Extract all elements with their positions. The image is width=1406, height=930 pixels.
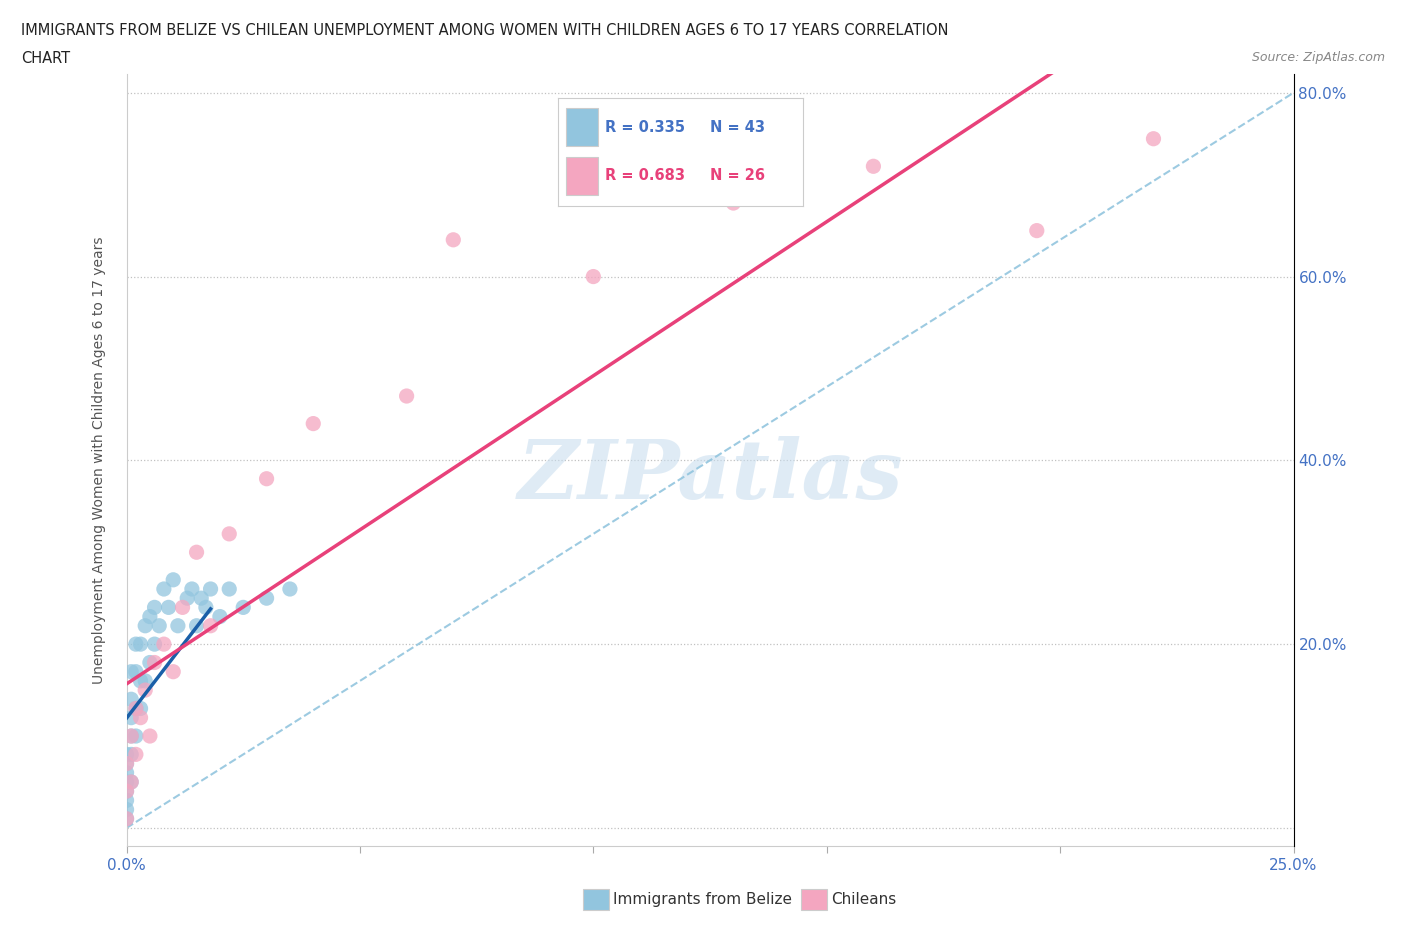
Point [115,793,138,808]
Point [441,232,464,247]
Text: IMMIGRANTS FROM BELIZE VS CHILEAN UNEMPLOYMENT AMONG WOMEN WITH CHILDREN AGES 6 : IMMIGRANTS FROM BELIZE VS CHILEAN UNEMPL… [21,23,949,38]
Point [176,591,198,605]
Point [120,692,142,707]
Point [153,581,176,596]
Point [143,637,166,652]
Point [115,811,138,826]
Point [172,600,194,615]
Y-axis label: Unemployment Among Women with Children Ages 6 to 17 years: Unemployment Among Women with Children A… [93,236,107,684]
Point [157,600,180,615]
Text: Immigrants from Belize: Immigrants from Belize [613,892,792,907]
Point [200,581,222,596]
Point [120,711,142,725]
Point [180,581,202,596]
Point [190,591,212,605]
Point [139,655,162,670]
Point [134,673,156,688]
Point [120,664,142,679]
Point [256,472,278,486]
Point [115,756,138,771]
Point [167,618,190,633]
Point [125,637,148,652]
Text: ZIPatlas: ZIPatlas [517,436,903,516]
Point [186,545,208,560]
Point [115,756,138,771]
Point [115,765,138,780]
Point [115,784,138,799]
Text: CHART: CHART [21,51,70,66]
Point [218,581,240,596]
Point [862,159,884,174]
Point [134,618,156,633]
Point [148,618,170,633]
Point [302,416,325,431]
Point [129,701,152,716]
Point [395,389,418,404]
Point [194,600,217,615]
Point [125,747,148,762]
Point [256,591,278,605]
Point [153,637,176,652]
Point [125,728,148,743]
Point [120,728,142,743]
Point [120,775,142,790]
Point [129,637,152,652]
Point [125,701,148,716]
Point [139,609,162,624]
Point [115,747,138,762]
Point [232,600,254,615]
Point [120,775,142,790]
Point [208,609,231,624]
Point [162,664,184,679]
Point [723,195,745,210]
Point [115,811,138,826]
Text: Source: ZipAtlas.com: Source: ZipAtlas.com [1251,51,1385,64]
Text: Chileans: Chileans [831,892,896,907]
Point [120,728,142,743]
Point [125,701,148,716]
Point [125,664,148,679]
Point [200,618,222,633]
Point [186,618,208,633]
Point [129,673,152,688]
Point [582,269,605,284]
Point [115,775,138,790]
Point [115,802,138,817]
Point [120,747,142,762]
Point [218,526,240,541]
Point [129,711,152,725]
Point [115,784,138,799]
Point [143,655,166,670]
Point [143,600,166,615]
Point [139,728,162,743]
Point [1025,223,1047,238]
Point [1142,131,1164,146]
Point [134,683,156,698]
Point [162,572,184,587]
Point [278,581,301,596]
